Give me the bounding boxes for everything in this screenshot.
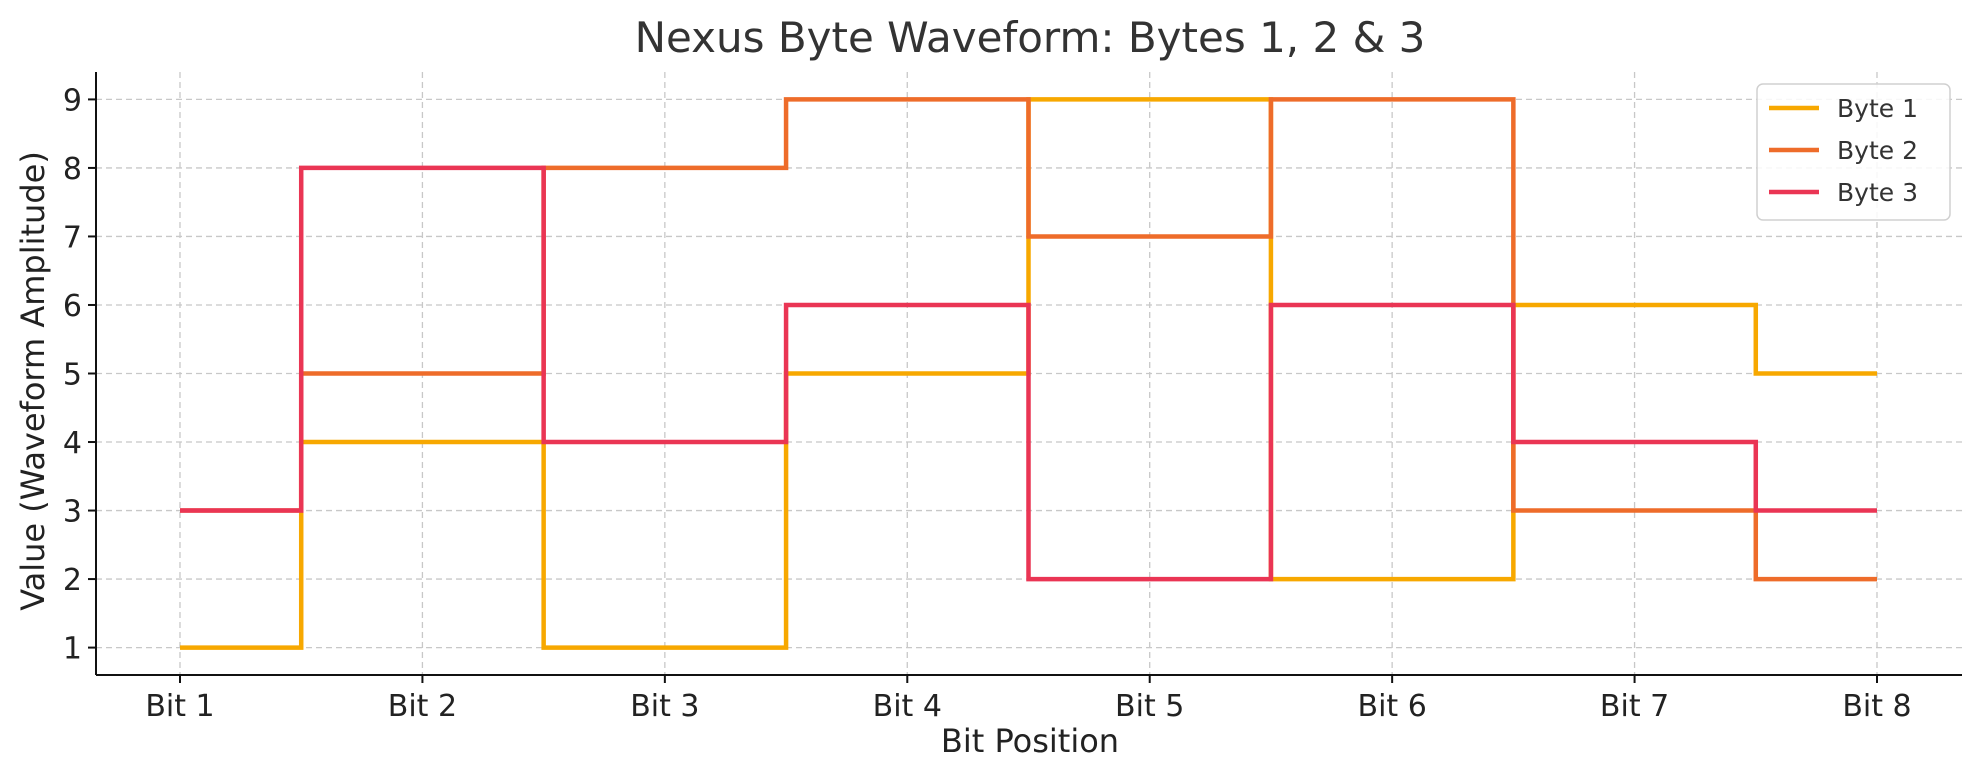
y-axis-label: Value (Waveform Amplitude): [14, 151, 52, 611]
series-line-byte-2: [180, 97, 1877, 582]
y-tick-label: 5: [63, 358, 82, 393]
y-tick-label: 7: [63, 220, 82, 255]
legend-label-byte-3: Byte 3: [1837, 178, 1918, 207]
legend-label-byte-1: Byte 1: [1837, 94, 1918, 123]
x-tick-label: Bit 1: [145, 689, 214, 724]
y-tick-label: 6: [63, 289, 82, 324]
x-tick-label: Bit 7: [1600, 689, 1669, 724]
ticks-layer: Bit 1 Bit 2 Bit 3 Bit 4 Bit 5 Bit 6 Bit 7 Bit 8…: [63, 83, 1912, 724]
y-tick-label: 8: [63, 152, 82, 187]
x-tick-label: Bit 5: [1115, 689, 1184, 724]
x-tick-label: Bit 4: [873, 689, 942, 724]
x-axis-label: Bit Position: [941, 722, 1119, 760]
series-layer: [180, 97, 1877, 650]
legend: Byte 1 Byte 2 Byte 3: [1756, 83, 1951, 221]
legend-label-byte-2: Byte 2: [1837, 136, 1918, 165]
x-tick-label: Bit 3: [630, 689, 699, 724]
y-tick-label: 2: [63, 563, 82, 598]
x-tick-label: Bit 6: [1357, 689, 1426, 724]
chart-title: Nexus Byte Waveform: Bytes 1, 2 & 3: [635, 13, 1426, 62]
x-tick-label: Bit 8: [1842, 689, 1911, 724]
y-tick-label: 3: [63, 495, 82, 530]
y-tick-label: 9: [63, 83, 82, 118]
series-line-byte-3: [180, 165, 1877, 582]
x-tick-label: Bit 2: [388, 689, 457, 724]
legend-box: [1756, 83, 1951, 221]
y-tick-label: 4: [63, 426, 82, 461]
y-tick-label: 1: [63, 632, 82, 667]
